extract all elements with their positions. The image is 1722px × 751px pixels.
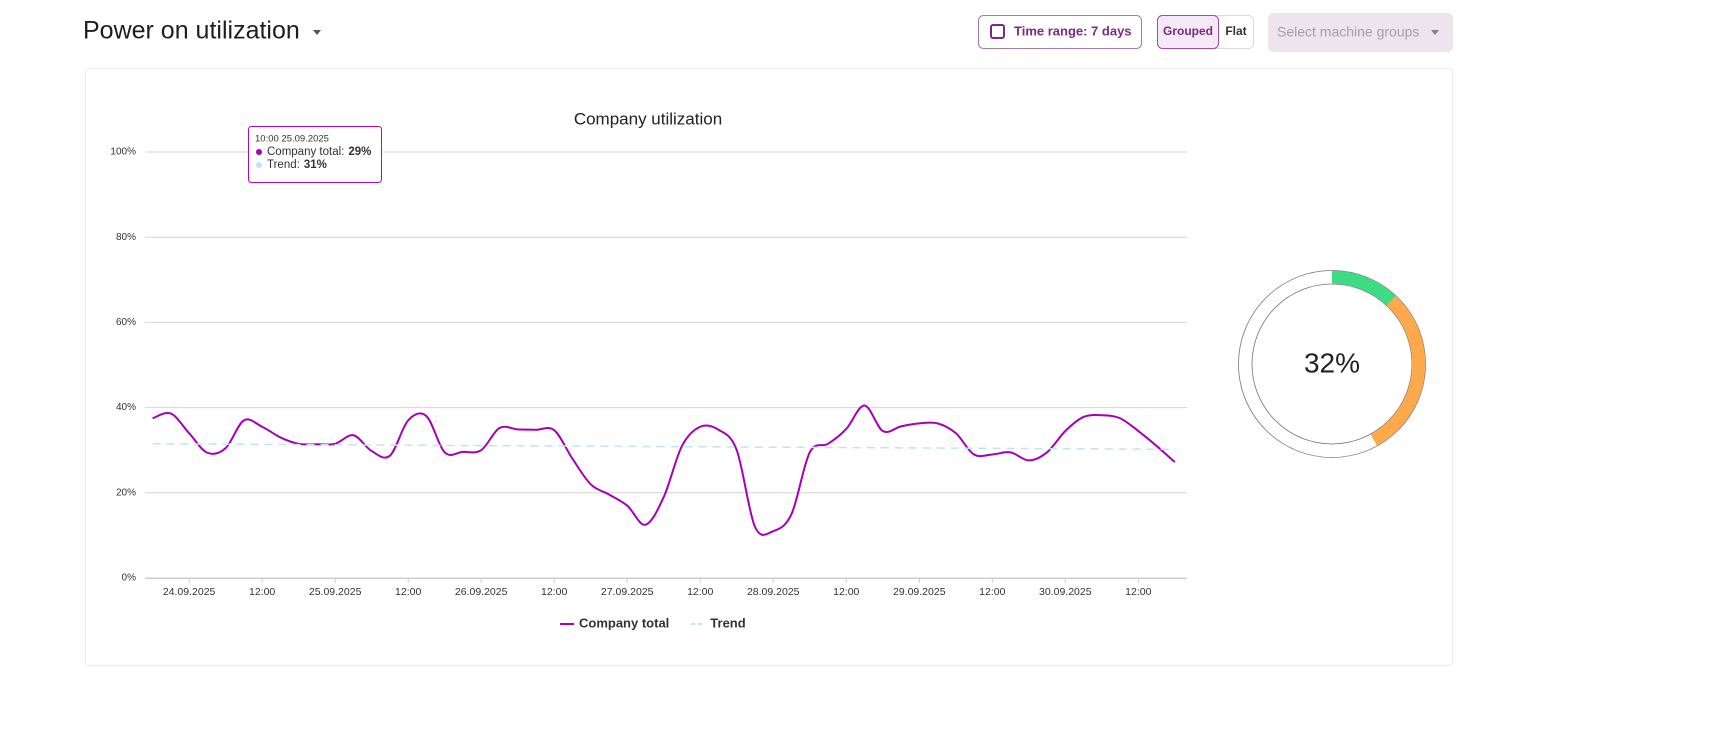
donut-center-label: 32%	[1304, 347, 1360, 378]
calendar-icon	[990, 24, 1005, 39]
x-tick-label: 12:00	[395, 586, 421, 598]
legend-label: Trend	[710, 615, 745, 630]
donut-segment	[1370, 296, 1426, 446]
y-tick-label: 0%	[122, 573, 137, 584]
page-title: Power on utilization	[83, 17, 300, 45]
x-tick-label: 24.09.2025	[163, 586, 216, 598]
donut-outer-ring	[1238, 270, 1426, 458]
tooltip-dot	[256, 149, 262, 155]
x-tick-label: 29.09.2025	[893, 586, 946, 598]
grouped-button[interactable]	[1157, 15, 1219, 49]
grouped-label: Grouped	[1163, 24, 1213, 38]
y-tick-label: 20%	[116, 487, 136, 498]
x-tick-label: 12:00	[541, 586, 567, 598]
x-tick-label: 12:00	[249, 586, 275, 598]
legend-label: Company total	[579, 615, 669, 630]
chart-title: Company utilization	[574, 109, 722, 128]
chart-card	[85, 68, 1453, 666]
x-tick-label: 12:00	[1125, 586, 1151, 598]
trend-line	[152, 443, 1175, 451]
x-tick-label: 26.09.2025	[455, 586, 508, 598]
machine-groups-placeholder: Select machine groups	[1277, 24, 1419, 40]
x-tick-label: 28.09.2025	[747, 586, 800, 598]
flat-label[interactable]: Flat	[1225, 24, 1246, 38]
x-tick-label: 12:00	[979, 586, 1005, 598]
time-range-label: Time range: 7 days	[1014, 23, 1132, 38]
tooltip-label: Company total:	[267, 146, 344, 158]
y-tick-label: 100%	[110, 147, 136, 158]
machine-groups-select[interactable]	[1268, 13, 1453, 52]
y-tick-label: 40%	[116, 402, 136, 413]
tooltip-label: Trend:	[267, 159, 300, 171]
tooltip-value: 29%	[348, 146, 371, 158]
tooltip	[248, 126, 382, 183]
time-range-button[interactable]	[978, 15, 1142, 49]
x-tick-label: 27.09.2025	[601, 586, 654, 598]
title-caret[interactable]	[313, 30, 321, 35]
tooltip-dot	[256, 162, 262, 168]
y-tick-label: 60%	[116, 317, 136, 328]
x-tick-label: 30.09.2025	[1039, 586, 1092, 598]
tooltip-time: 10:00 25.09.2025	[255, 134, 329, 145]
donut-segment	[1331, 270, 1396, 306]
select-caret	[1431, 30, 1439, 35]
x-tick-label: 12:00	[687, 586, 713, 598]
x-tick-label: 12:00	[833, 586, 859, 598]
donut-inner-ring	[1251, 283, 1413, 445]
y-tick-label: 80%	[116, 232, 136, 243]
tooltip-value: 31%	[304, 159, 327, 171]
x-tick-label: 25.09.2025	[309, 586, 362, 598]
